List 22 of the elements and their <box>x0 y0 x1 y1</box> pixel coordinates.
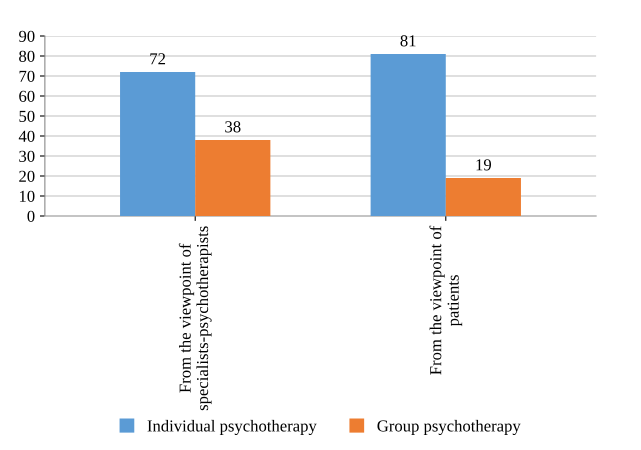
data-label: 38 <box>225 121 240 132</box>
data-label: 81 <box>400 35 416 46</box>
bar <box>120 72 196 216</box>
y-tick-label: 50 <box>19 110 35 122</box>
legend-label: Individual psychotherapy <box>148 420 317 435</box>
y-tick-label: 0 <box>27 210 35 222</box>
y-tick-label: 80 <box>19 50 35 62</box>
data-label: 72 <box>150 53 166 64</box>
bar <box>446 178 521 216</box>
bar <box>370 54 446 216</box>
y-tick-label: 30 <box>19 150 35 162</box>
x-tick-label: From the viewpoint of patients <box>429 226 462 375</box>
y-tick-label: 20 <box>19 170 35 182</box>
data-label: 19 <box>476 159 492 170</box>
y-tick-label: 90 <box>19 30 35 42</box>
legend-label: Group psychotherapy <box>377 420 521 435</box>
y-tick-label: 40 <box>18 130 35 142</box>
y-tick-label: 60 <box>19 90 35 102</box>
y-tick-label: 10 <box>20 190 35 202</box>
y-tick-label: 70 <box>20 70 35 82</box>
bar <box>195 140 270 216</box>
x-tick-label: From the viewpoint of specialists-psychotherapists <box>178 226 212 410</box>
